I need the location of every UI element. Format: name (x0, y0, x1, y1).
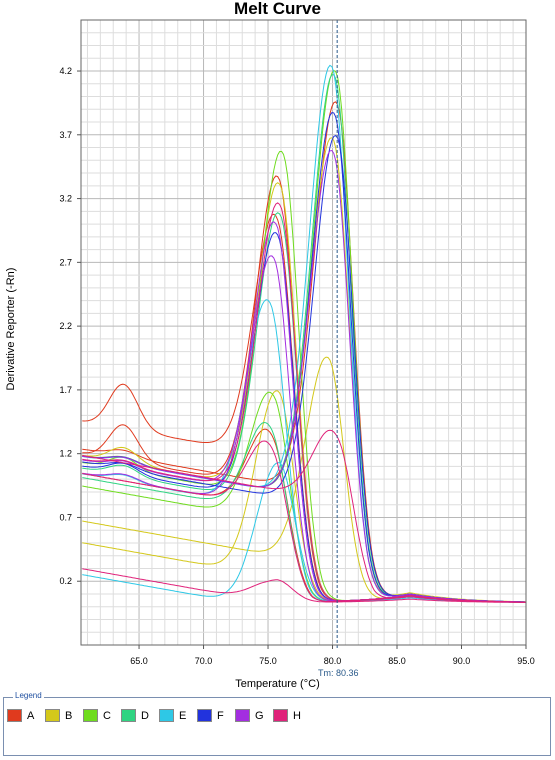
plot-frame (80, 19, 527, 646)
melt-curve-plot: 65.0 70.0 75.0 80.0 85.0 90.0 95.0 0.2 0.7 1.2 1.7… (59, 19, 535, 666)
legend-swatch (159, 709, 174, 722)
y-tick-label: 1.7 (59, 385, 72, 395)
legend-item-F[interactable]: F (197, 709, 235, 722)
x-tick-label: 80.0 (324, 656, 342, 666)
series-line-E (82, 462, 526, 603)
x-tick-label: 65.0 (130, 656, 148, 666)
legend-swatch (121, 709, 136, 722)
legend-item-H[interactable]: H (273, 709, 311, 722)
legend-title: Legend (13, 691, 44, 700)
chart-title: Melt Curve (234, 0, 321, 18)
legend-item-G[interactable]: G (235, 709, 273, 722)
x-axis-label: Temperature (°C) (235, 678, 320, 690)
legend-label: H (293, 709, 301, 722)
legend-label: A (27, 709, 35, 722)
x-tick-label: 70.0 (195, 656, 213, 666)
x-tick-label: 95.0 (517, 656, 535, 666)
legend-item-D[interactable]: D (121, 709, 159, 722)
series-line-H (82, 202, 526, 603)
x-tick-label: 85.0 (388, 656, 406, 666)
legend-swatch (235, 709, 250, 722)
legend-item-C[interactable]: C (83, 709, 121, 722)
y-tick-label: 0.2 (59, 576, 72, 586)
y-axis-label: Derivative Reporter (-Rn) (5, 267, 17, 391)
y-tick-label: 3.7 (59, 130, 72, 140)
legend-swatch (83, 709, 98, 722)
series-layer (82, 64, 526, 603)
legend-label: G (255, 709, 264, 722)
legend-items: A B C D E F G H (7, 709, 311, 722)
legend-label: F (217, 709, 224, 722)
legend-item-A[interactable]: A (7, 709, 45, 722)
legend-swatch (273, 709, 288, 722)
legend-label: B (65, 709, 73, 722)
legend-swatch (7, 709, 22, 722)
y-tick-label: 0.7 (59, 512, 72, 522)
x-tick-label: 75.0 (259, 656, 277, 666)
x-tick-label: 90.0 (453, 656, 471, 666)
series-line-H (82, 440, 526, 603)
tick-layer: 65.0 70.0 75.0 80.0 85.0 90.0 95.0 0.2 0.7 1.2 1.7… (59, 66, 534, 666)
legend-item-B[interactable]: B (45, 709, 83, 722)
legend-item-E[interactable]: E (159, 709, 197, 722)
legend-label: C (103, 709, 111, 722)
tm-marker-label: Tm: 80.36 (318, 668, 359, 678)
series-line-H (82, 568, 526, 603)
legend-swatch (197, 709, 212, 722)
legend-label: D (141, 709, 149, 722)
y-tick-label: 4.2 (59, 66, 72, 76)
legend: Legend A B C D E F G H (3, 691, 551, 756)
legend-label: E (179, 709, 187, 722)
y-tick-label: 3.2 (59, 194, 72, 204)
y-tick-label: 2.2 (59, 321, 72, 331)
y-tick-label: 2.7 (59, 257, 72, 267)
legend-swatch (45, 709, 60, 722)
y-tick-label: 1.2 (59, 449, 72, 459)
